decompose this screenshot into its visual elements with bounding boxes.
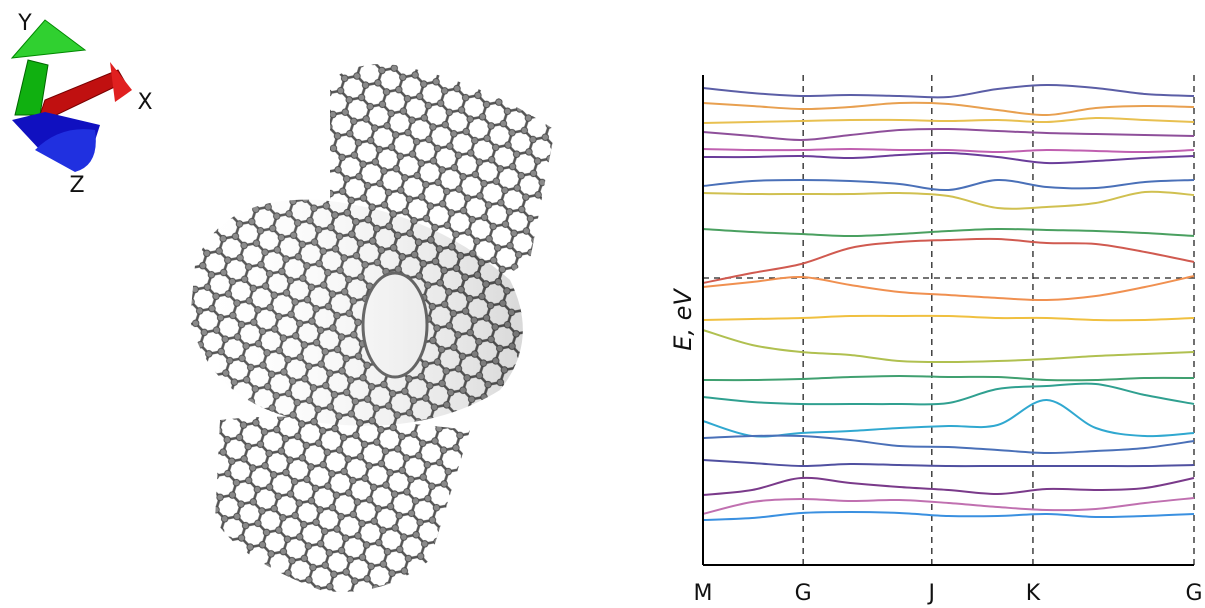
x-arrow-head [110,62,132,102]
lower-tube [215,416,470,592]
x-tick-label: G [795,581,812,606]
band-line [702,314,1195,322]
y-axis-label: E, eV [669,288,697,351]
x-tick-label: K [1026,581,1041,606]
band-line [702,398,1195,438]
band-line [702,237,1195,284]
z-arrow-head [35,129,96,172]
band-line [702,101,1195,117]
band-line [702,116,1195,124]
band-line [702,382,1195,406]
ring-shading [190,199,523,426]
y-arrow-head [10,19,87,59]
x-tick-label: J [927,581,936,606]
band-line [702,497,1195,515]
band-line [702,227,1195,238]
x-tick-label: M [694,581,713,606]
axis-triad: Y X Z [10,11,153,198]
band-line [702,178,1195,192]
nanotube-molecule [190,64,555,592]
axis-label-z: Z [69,173,84,198]
axis-label-y: Y [17,11,32,36]
band-line [702,151,1195,165]
x-tick-label: G [1185,581,1202,606]
band-line [702,83,1195,99]
y-arrow [14,59,49,116]
band-line [702,510,1195,521]
band-line [702,459,1195,468]
band-line [702,147,1195,154]
band-line [702,275,1195,302]
band-line [702,476,1195,496]
band-line [702,434,1195,455]
band-line [702,329,1195,364]
band-line [702,127,1195,142]
band-line [702,190,1195,210]
axis-label-x: X [137,90,152,115]
band-line [702,374,1195,382]
